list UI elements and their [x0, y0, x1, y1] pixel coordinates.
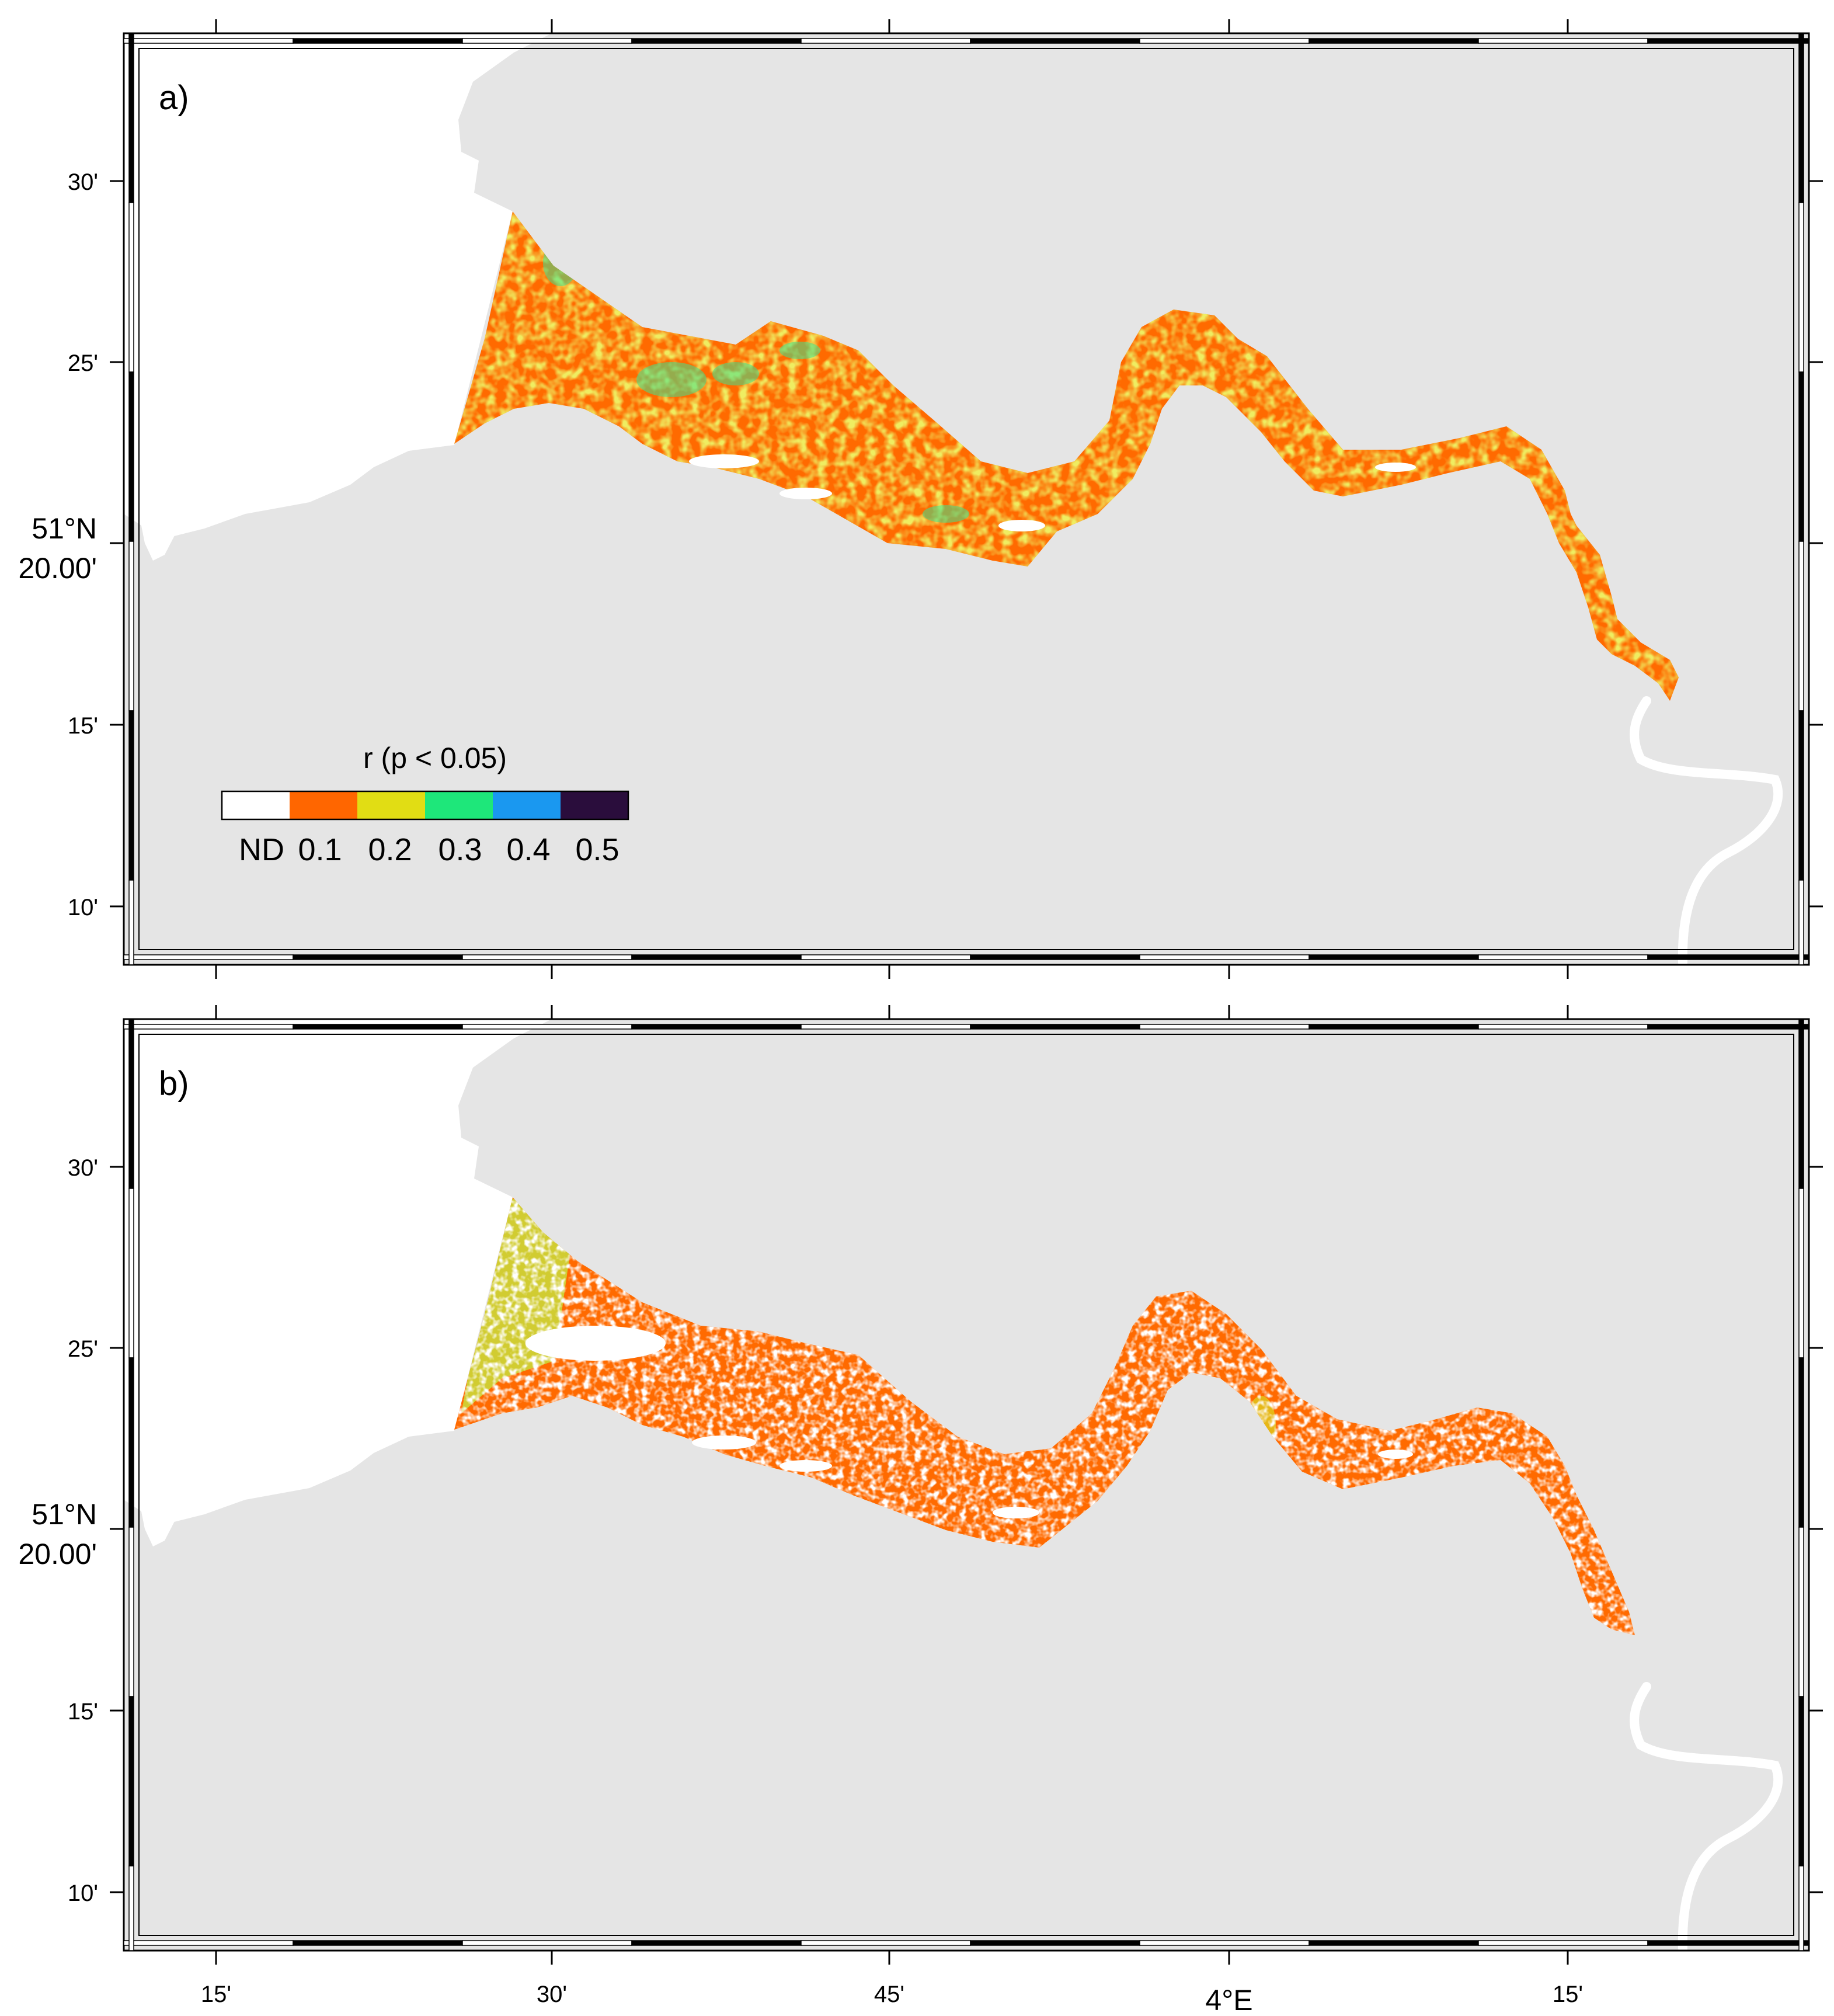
panel-label-b: b)	[159, 1065, 189, 1103]
sand-bank	[1375, 463, 1416, 472]
sand-bank	[692, 1435, 756, 1450]
map-frame	[110, 19, 1823, 979]
lon-label: 45'	[874, 1982, 904, 2007]
lat-label-minute: 20.00'	[18, 1538, 97, 1570]
sand-bank	[779, 488, 832, 499]
legend-label: 0.4	[506, 832, 550, 867]
sea-area	[124, 33, 552, 537]
sand-bank	[779, 1460, 832, 1472]
legend-swatch	[425, 791, 493, 819]
map-panel-a: a) 30' 25' 15' 10' 51°N 20.00' r (p < 0.05) ND 0.…	[18, 19, 1823, 979]
legend-label: 0.5	[575, 832, 619, 867]
river-upstream	[1630, 1682, 1783, 1953]
lon-label: 30'	[537, 1982, 567, 2007]
legend-swatch	[493, 791, 561, 819]
lon-label: 4°E	[1205, 1984, 1252, 2016]
lat-label-degree: 51°N	[32, 512, 97, 545]
sand-bank	[689, 454, 759, 468]
lat-label: 15'	[68, 713, 98, 739]
panel-label-a: a)	[159, 79, 189, 117]
map-panels: a) 30' 25' 15' 10' 51°N 20.00' r (p < 0.05) ND 0.…	[18, 19, 1823, 1965]
harbour-inlet	[139, 508, 175, 561]
axis-labels: 15' 30' 45' 4°E 15'	[201, 1982, 1583, 2016]
legend-label: 0.2	[368, 832, 412, 867]
lat-label-degree: 51°N	[32, 1498, 97, 1531]
harbour-inlet	[139, 1494, 175, 1546]
lat-label: 30'	[68, 169, 98, 195]
legend-swatch	[357, 791, 425, 819]
sea-area	[124, 1019, 552, 1523]
lat-label: 25'	[68, 1336, 98, 1362]
legend-label: 0.1	[298, 832, 342, 867]
lat-label: 10'	[68, 1881, 98, 1906]
lat-label: 25'	[68, 350, 98, 376]
lat-label-minute: 20.00'	[18, 552, 97, 585]
legend-label: 0.3	[438, 832, 482, 867]
map-panel-b: b) 30' 25' 15' 10' 51°N 20.00'	[18, 1005, 1823, 1965]
map-frame	[110, 1005, 1823, 1965]
legend-swatch	[222, 791, 290, 819]
colorbar-legend: r (p < 0.05) ND 0.1 0.2 0.3 0.4 0.5	[221, 742, 629, 867]
legend-title: r (p < 0.05)	[363, 742, 507, 774]
lon-label: 15'	[201, 1982, 231, 2007]
legend-swatch	[561, 791, 628, 819]
lat-label: 10'	[68, 895, 98, 920]
legend-label: ND	[239, 832, 284, 867]
sand-bank	[526, 1326, 666, 1361]
lat-label: 30'	[68, 1155, 98, 1181]
sand-bank	[998, 520, 1045, 531]
sand-bank	[1378, 1450, 1413, 1459]
lat-label: 15'	[68, 1699, 98, 1725]
legend-swatch	[290, 791, 357, 819]
river-upstream	[1630, 696, 1783, 967]
lon-label: 15'	[1553, 1982, 1583, 2007]
sand-bank	[993, 1507, 1039, 1518]
